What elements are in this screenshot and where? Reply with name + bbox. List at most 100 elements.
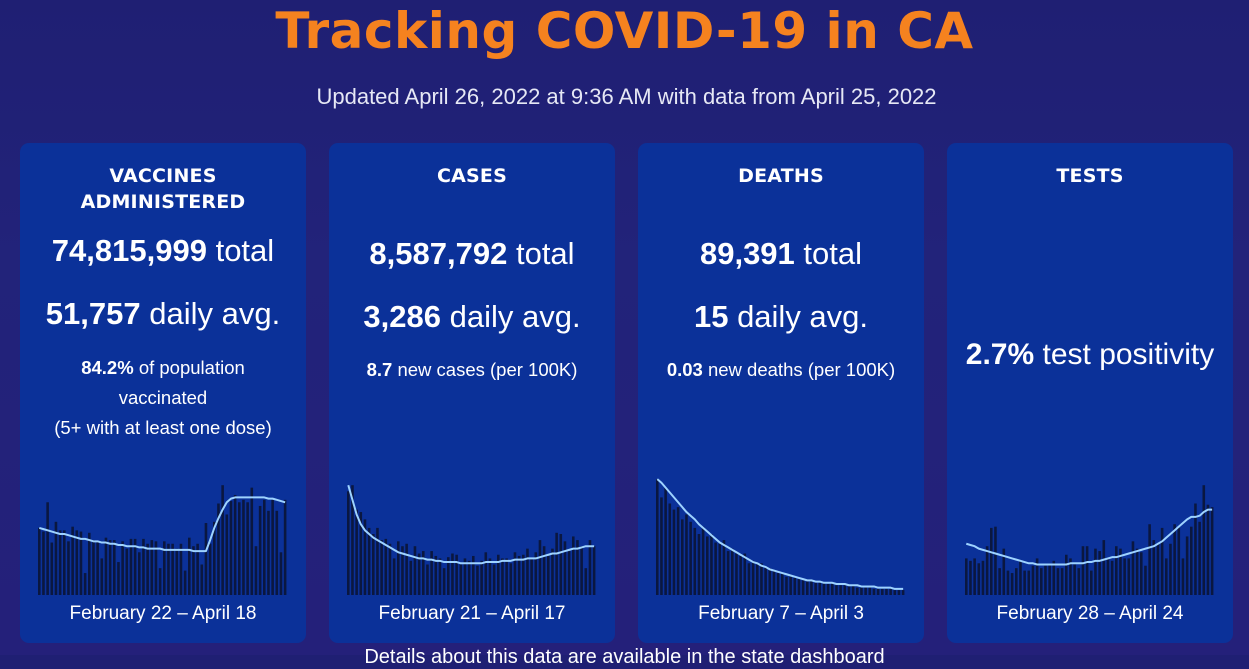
cases-chart-bar: [538, 540, 542, 595]
tests-chart-bar: [1056, 568, 1060, 595]
deaths-chart-bar: [681, 519, 684, 595]
tests-chart-bar: [1077, 568, 1081, 595]
vaccines-chart-bar: [71, 526, 74, 595]
tests-chart-bar: [1165, 558, 1168, 595]
vaccines-chart-bar: [108, 540, 112, 595]
tests-chart-bar: [1173, 524, 1176, 595]
tests-chart-bar: [1119, 548, 1122, 595]
cases-chart-bar: [430, 551, 433, 595]
vaccines-total: 74,815,999 total: [20, 233, 306, 269]
tests-chart-bar: [1160, 527, 1164, 595]
tests-chart-bar: [1148, 524, 1151, 595]
tests-chart-bar: [1052, 560, 1056, 595]
vaccines-total-value: 74,815,999: [51, 233, 207, 268]
cases-chart-bar: [584, 568, 588, 595]
tests-chart-bar: [1131, 541, 1135, 595]
tests-chart-bar: [1110, 560, 1114, 595]
cases-chart-bar: [451, 553, 454, 595]
cases-chart-bar: [517, 555, 521, 595]
cases-chart-bar: [547, 555, 550, 595]
vaccines-chart-bar: [204, 523, 208, 595]
tests-chart-bar: [1169, 543, 1172, 595]
vaccines-chart-bar: [158, 568, 162, 595]
cases-chart-bar: [509, 563, 513, 595]
vaccines-chart-bar: [146, 543, 149, 595]
deaths-chart-bar: [743, 553, 747, 595]
deaths-chart-bar: [668, 503, 672, 595]
vaccines-chart-bar: [267, 510, 270, 595]
deaths-daily-unit: daily avg.: [737, 299, 869, 334]
deaths-chart-bar: [672, 509, 676, 595]
tests-chart-bar: [990, 527, 993, 595]
vaccines-chart-bar: [79, 531, 83, 595]
deaths-chart-bar: [735, 553, 738, 595]
vaccines-chart: [38, 473, 288, 595]
deaths-chart-bar: [751, 560, 755, 595]
deaths-chart-bar: [764, 568, 767, 595]
cases-chart-bar: [463, 558, 467, 595]
tests-chart-bar: [1027, 570, 1031, 595]
tests-chart-bar: [1019, 560, 1022, 595]
deaths-chart-bar: [731, 548, 734, 595]
cases-chart-bar: [442, 568, 446, 595]
tests-chart-bar: [965, 558, 968, 595]
tests-chart-bar: [1048, 564, 1051, 595]
deaths-chart-bar: [739, 555, 742, 595]
vaccines-chart-bar: [246, 502, 249, 595]
vaccines-chart-bar: [129, 538, 133, 595]
vaccines-date-range: February 22 – April 18: [69, 603, 257, 624]
deaths-total-value: 89,391: [699, 236, 795, 271]
vaccines-chart-bar: [250, 487, 254, 595]
cases-chart-bar: [488, 558, 492, 595]
tests-chart-bar: [1035, 558, 1039, 595]
deaths-chart-trend-line: [656, 478, 904, 590]
tests-chart-bar: [1106, 558, 1110, 595]
cases-chart-bar: [413, 546, 417, 595]
tests-chart-bar: [1156, 543, 1160, 595]
tests-chart-bar: [1010, 573, 1014, 595]
tests-chart-bar: [1140, 552, 1143, 595]
deaths-chart: [656, 473, 906, 595]
cases-chart-bar: [559, 534, 563, 595]
deaths-chart-bar: [885, 588, 888, 595]
vaccines-chart-bar: [225, 514, 229, 595]
vaccines-total-unit: total: [215, 233, 275, 268]
tests-chart-bar: [1135, 548, 1139, 595]
tests-chart-bar: [985, 546, 989, 595]
cases-chart-bar: [522, 554, 525, 595]
tests-card-title: TESTS: [1056, 165, 1124, 187]
tests-chart-bar: [969, 560, 972, 595]
vaccines-chart-bar: [38, 527, 41, 595]
tests-chart-svg: [965, 485, 1214, 595]
cases-daily-value: 3,286: [363, 299, 441, 334]
vaccines-chart-bar: [217, 503, 220, 595]
vaccines-chart-bar: [150, 540, 154, 595]
cases-card-title: CASES: [437, 165, 507, 187]
vaccines-chart-bar: [238, 502, 241, 595]
deaths-chart-bar: [714, 542, 717, 595]
cases-chart-bar: [542, 546, 546, 595]
cases-chart-bar: [363, 519, 367, 595]
tests-chart-bar: [1185, 536, 1189, 595]
deaths-chart-bar: [826, 584, 830, 595]
footer-note: Details about this data are available in…: [364, 646, 885, 668]
vaccines-chart-bar: [275, 510, 279, 595]
vaccines-pct-text2: vaccinated: [118, 387, 208, 408]
cases-chart-bar: [392, 558, 396, 595]
tests-chart-bar: [1065, 554, 1068, 595]
cases-chart-bar: [480, 560, 483, 595]
cases-chart-bar: [417, 553, 421, 595]
deaths-chart-bar: [718, 543, 722, 595]
deaths-chart-bar: [814, 582, 817, 595]
cases-chart-bar: [351, 485, 354, 595]
cases-chart-bar: [405, 543, 408, 595]
tests-chart-bar: [1002, 548, 1006, 595]
cases-chart-bar: [551, 548, 554, 595]
cases-chart-bar: [472, 555, 475, 595]
tests-chart-bar: [1098, 551, 1101, 595]
tests-chart-bar: [1115, 546, 1118, 595]
tests-positivity-text: test positivity: [1042, 338, 1215, 371]
tests-chart-bar: [1177, 527, 1181, 595]
vaccines-chart-bar: [229, 501, 233, 595]
deaths-chart-bar: [893, 590, 897, 595]
